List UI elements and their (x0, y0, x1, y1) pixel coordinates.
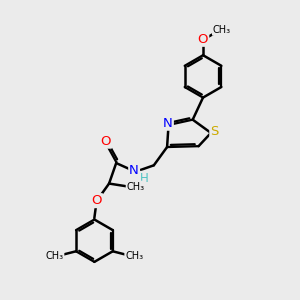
Text: N: N (163, 117, 173, 130)
Text: H: H (140, 172, 148, 185)
Text: O: O (198, 33, 208, 46)
Text: CH₃: CH₃ (213, 25, 231, 35)
Text: O: O (100, 135, 111, 148)
Text: CH₃: CH₃ (125, 251, 143, 261)
Text: S: S (210, 125, 219, 138)
Text: CH₃: CH₃ (127, 182, 145, 191)
Text: CH₃: CH₃ (45, 251, 64, 261)
Text: O: O (92, 194, 102, 207)
Text: N: N (129, 164, 139, 177)
